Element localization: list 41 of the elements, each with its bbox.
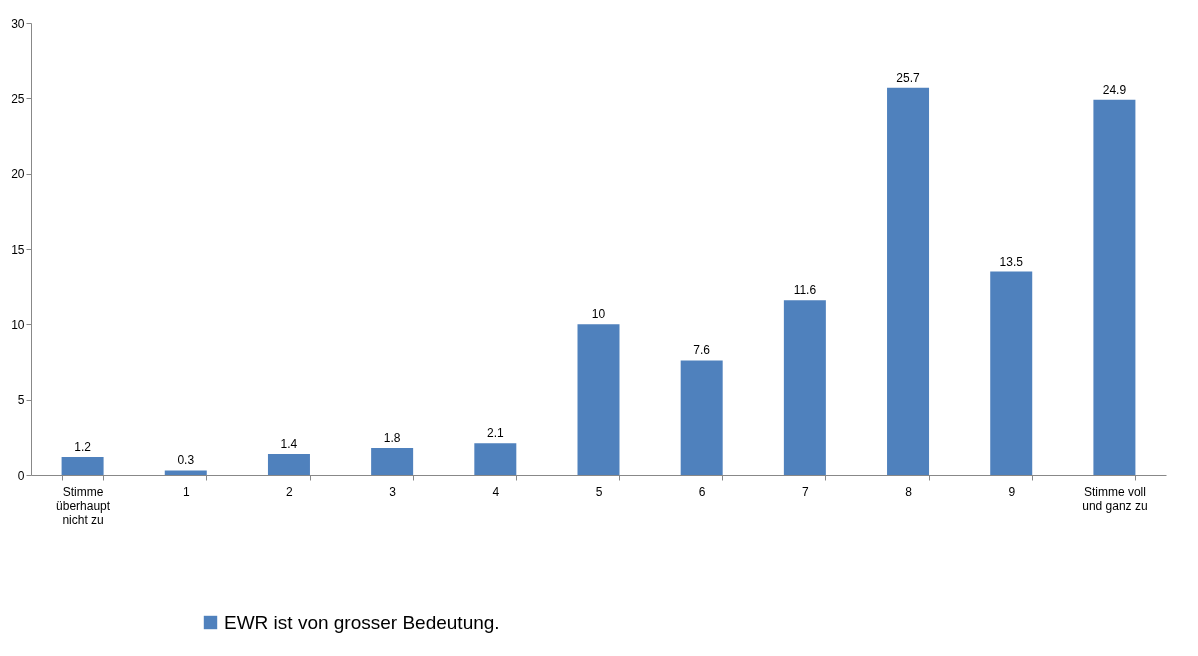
bar [61,456,104,475]
bar [267,453,310,475]
bar [577,324,620,475]
bar [990,271,1033,475]
x-tick-label: Stimme voll und ganz zu [1082,484,1148,513]
y-tick-label: 25 [11,91,25,106]
y-tick-label: 5 [17,393,25,408]
x-tick-label: 6 [698,484,706,499]
y-tick-label: 30 [11,16,25,31]
bar [887,87,930,475]
bar [1093,99,1136,475]
y-tick-label: 15 [11,242,25,257]
x-tick-label: 5 [595,484,603,499]
x-tick-label: 2 [286,484,294,499]
y-tick-label: 10 [11,317,25,332]
y-tick-label: 0 [17,468,25,483]
y-tick-label: 20 [11,167,25,182]
bar [680,360,723,475]
data-label: 0.3 [177,453,195,468]
legend-label: EWR ist von grosser Bedeutung. [224,611,500,633]
bar [371,447,414,475]
data-label: 11.6 [793,283,817,298]
bar [474,443,517,475]
bar [164,470,207,475]
x-tick-label: 9 [1008,484,1016,499]
data-label: 25.7 [896,70,921,85]
x-tick-label: 1 [182,484,190,499]
data-label: 7.6 [693,343,711,358]
data-label: 1.2 [74,439,92,454]
x-tick-label: 7 [802,484,810,499]
data-label: 1.8 [383,430,401,445]
x-tick-label: 8 [905,484,913,499]
data-label: 13.5 [999,254,1024,269]
bar [783,300,826,475]
data-label: 1.4 [280,436,298,451]
data-label: 10 [591,307,606,322]
x-tick-label: 4 [492,484,500,499]
data-label: 2.1 [486,426,504,441]
x-tick-label: Stimme überhaupt nicht zu [56,484,111,527]
data-label: 24.9 [1102,82,1127,97]
x-tick-label: 3 [389,484,397,499]
